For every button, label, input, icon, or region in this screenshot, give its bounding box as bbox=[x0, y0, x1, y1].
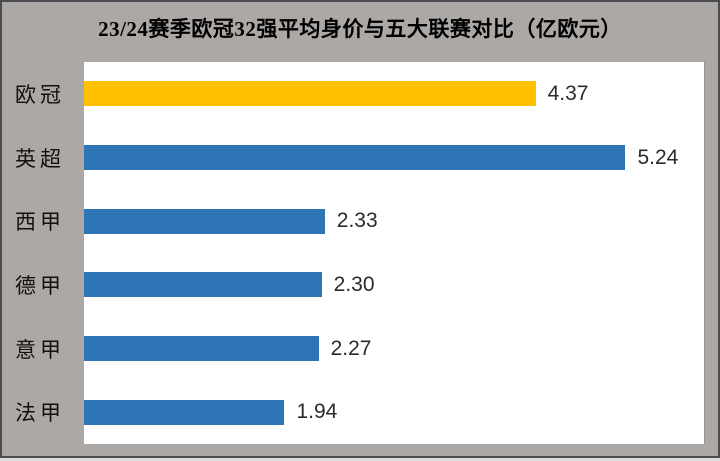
bar-track: 5.24 bbox=[84, 126, 704, 190]
category-label: 德甲 bbox=[15, 273, 65, 298]
category-label: 法甲 bbox=[15, 401, 65, 426]
bar-track: 2.30 bbox=[84, 253, 704, 317]
bar-track: 2.27 bbox=[84, 317, 704, 381]
bar-row: 意甲 2.27 bbox=[2, 317, 704, 381]
bar-row: 欧冠 4.37 bbox=[2, 62, 704, 126]
value-label: 2.30 bbox=[333, 272, 375, 296]
value-label: 5.24 bbox=[637, 145, 679, 169]
bar-row: 法甲 1.94 bbox=[2, 380, 704, 444]
value-label: 1.94 bbox=[296, 400, 338, 424]
bar-track: 4.37 bbox=[84, 62, 704, 126]
bar-track: 1.94 bbox=[84, 380, 704, 444]
category-label: 英超 bbox=[15, 146, 65, 171]
bar-row: 西甲 2.33 bbox=[2, 189, 704, 253]
category-label: 欧冠 bbox=[15, 82, 65, 107]
value-label: 2.27 bbox=[330, 336, 372, 360]
bar bbox=[84, 272, 322, 298]
frame-bottom-strip bbox=[0, 458, 720, 461]
value-label: 2.33 bbox=[336, 209, 378, 233]
chart-title: 23/24赛季欧冠32强平均身价与五大联赛对比（亿欧元） bbox=[98, 17, 622, 41]
category-label: 意甲 bbox=[15, 337, 65, 362]
bar-row: 德甲 2.30 bbox=[2, 253, 704, 317]
bar-track: 2.33 bbox=[84, 189, 704, 253]
bar bbox=[84, 81, 536, 107]
bar bbox=[84, 145, 626, 170]
bar bbox=[84, 399, 285, 425]
bar-row: 英超 5.24 bbox=[2, 126, 704, 190]
bar bbox=[84, 208, 325, 234]
category-label: 西甲 bbox=[15, 210, 65, 235]
bar-rows: 欧冠 4.37 英超 5.24 西甲 2.33 德甲 2.30 意甲 2.27 法甲 1.94 bbox=[2, 62, 704, 444]
plot-area bbox=[84, 62, 705, 444]
bar bbox=[84, 336, 319, 362]
value-label: 4.37 bbox=[547, 81, 589, 105]
